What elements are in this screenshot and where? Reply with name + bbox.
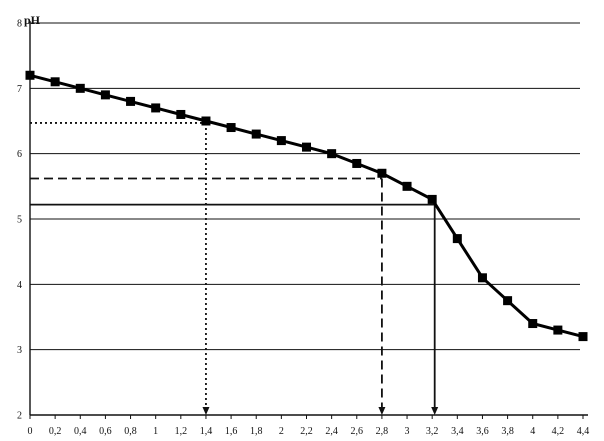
x-tick-label: 1,8 — [250, 426, 263, 437]
x-tick-label: 2,4 — [325, 426, 338, 437]
data-point — [452, 234, 462, 244]
y-tick-label: 5 — [17, 215, 22, 226]
data-point — [276, 136, 286, 146]
y-tick-label: 8 — [17, 19, 22, 30]
x-tick-label: 2,6 — [351, 426, 364, 437]
reference-arrow-dotted — [202, 407, 210, 415]
x-tick-labels: 0 0,2 0,4 0,6 0,8 1 1,2 1,4 1,6 1,8 2 2,2 2,4 2,6 2,8 3… — [28, 426, 590, 437]
x-tick-label: 3,8 — [501, 426, 514, 437]
data-point — [151, 103, 161, 113]
series-line — [29, 73, 584, 339]
data-point — [176, 109, 186, 119]
reference-arrow-dashed — [378, 407, 386, 415]
x-tick-label: 0,8 — [124, 426, 137, 437]
data-point — [25, 70, 35, 80]
x-tick-label: 1,4 — [200, 426, 213, 437]
y-tick-label: 2 — [17, 411, 22, 422]
x-tick-label: 1 — [153, 426, 158, 437]
data-point — [201, 116, 211, 126]
data-point — [50, 77, 60, 87]
x-tick-label: 3 — [405, 426, 410, 437]
data-point — [427, 194, 437, 204]
data-point — [327, 149, 337, 159]
y-tick-label: 3 — [17, 345, 22, 356]
series-layer — [25, 70, 588, 342]
data-point — [352, 158, 362, 168]
x-tick-label: 3,4 — [451, 426, 464, 437]
reference-lines — [30, 122, 439, 415]
data-point — [75, 83, 85, 93]
x-tick-label: 1,6 — [225, 426, 238, 437]
data-point — [477, 273, 487, 283]
x-tick-label: 2,8 — [376, 426, 389, 437]
data-point — [100, 90, 110, 100]
y-tick-labels: 2 3 4 5 6 7 8 — [17, 19, 22, 422]
data-point — [553, 325, 563, 335]
data-point — [251, 129, 261, 139]
data-point — [302, 142, 311, 152]
x-tick-label: 2 — [279, 426, 284, 437]
data-point — [126, 96, 136, 106]
data-point — [503, 296, 513, 306]
x-tick-label: 3,2 — [426, 426, 439, 437]
x-tick-label: 0,6 — [99, 426, 112, 437]
x-tick-label: 3,6 — [476, 426, 489, 437]
y-axis-label: pH — [24, 13, 41, 27]
x-tick-label: 1,2 — [175, 426, 188, 437]
x-tick-label: 0 — [28, 426, 33, 437]
grid-lines — [30, 22, 580, 351]
x-tick-label: 4,4 — [577, 426, 590, 437]
x-tick-label: 2,2 — [300, 426, 313, 437]
data-point — [528, 319, 538, 329]
data-point — [578, 332, 588, 342]
data-point — [402, 181, 412, 191]
data-point — [226, 123, 236, 133]
y-tick-label: 6 — [17, 149, 22, 160]
axes — [29, 21, 588, 419]
x-tick-label: 0,2 — [49, 426, 62, 437]
x-tick-label: 4 — [530, 426, 535, 437]
y-tick-label: 7 — [17, 84, 22, 95]
data-point — [377, 168, 387, 178]
reference-arrow-solid — [431, 407, 439, 415]
x-tick-label: 4,2 — [552, 426, 565, 437]
x-tick-label: 0,4 — [74, 426, 87, 437]
y-tick-label: 4 — [17, 280, 22, 291]
